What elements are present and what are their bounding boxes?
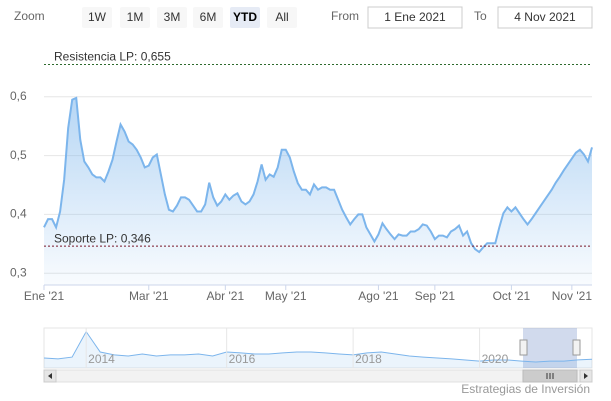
from-value[interactable]: 1 Ene 2021: [384, 10, 446, 24]
y-tick-label: 0,4: [10, 207, 27, 221]
navigator-frame: [43, 327, 593, 369]
navigator-label: 2018: [355, 352, 382, 366]
range-button[interactable]: [82, 7, 112, 28]
to-label: To: [474, 9, 487, 23]
credits: Estrategias de Inversión: [461, 382, 590, 396]
y-tick-label: 0,3: [10, 265, 27, 279]
x-tick-label: May '21: [265, 289, 307, 303]
navigator-handle[interactable]: [519, 339, 528, 356]
range-button[interactable]: [193, 7, 223, 28]
scrollbar-track[interactable]: [43, 369, 593, 383]
navigator-line: [43, 330, 593, 363]
x-tick-label: Sep '21: [415, 289, 456, 303]
x-tick-label: Mar '21: [129, 289, 169, 303]
y-tick-label: 0,5: [10, 148, 27, 162]
scroll-left-arrow: [48, 373, 52, 379]
x-tick-label: Ago '21: [358, 289, 399, 303]
scrollbar-grip: [546, 373, 554, 379]
area-fill: [44, 97, 592, 286]
line: [43, 96, 593, 254]
navigator-area: [44, 331, 592, 368]
navigator-handle[interactable]: [572, 339, 581, 356]
plot-line-label: Resistencia LP: 0,655: [54, 50, 171, 64]
range-button-label[interactable]: 1W: [88, 10, 107, 24]
from-label: From: [331, 9, 359, 23]
y-tick-label: 0,6: [10, 89, 27, 103]
x-tick-label: Abr '21: [206, 289, 244, 303]
x-tick-label: Ene '21: [24, 289, 65, 303]
scroll-right-arrow: [584, 373, 588, 379]
range-button-label[interactable]: 6M: [200, 10, 217, 24]
plot-line-label: Soporte LP: 0,346: [54, 231, 151, 245]
range-button[interactable]: [157, 7, 187, 28]
x-tick-label: Nov '21: [552, 289, 593, 303]
navigator-label: 2014: [88, 352, 115, 366]
zoom-label: Zoom: [14, 9, 45, 23]
range-button-label[interactable]: 1M: [127, 10, 144, 24]
from-input[interactable]: [367, 6, 463, 29]
range-button-label[interactable]: 3M: [164, 10, 181, 24]
navigator-label: 2016: [229, 352, 256, 366]
range-button-label[interactable]: YTD: [233, 10, 257, 24]
range-button[interactable]: [230, 7, 260, 28]
to-value[interactable]: 4 Nov 2021: [514, 10, 576, 24]
to-input[interactable]: [497, 6, 593, 29]
range-button[interactable]: [267, 7, 297, 28]
range-button-label[interactable]: All: [275, 10, 288, 24]
range-button[interactable]: [120, 7, 150, 28]
x-tick-label: Oct '21: [493, 289, 531, 303]
navigator-label: 2020: [482, 352, 509, 366]
